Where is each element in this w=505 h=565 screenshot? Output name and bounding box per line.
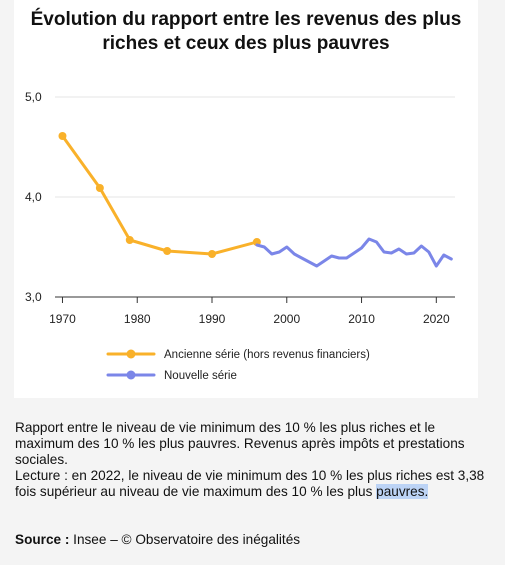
note-reading-highlight: pauvres.	[376, 484, 429, 499]
data-point	[125, 236, 134, 244]
note-definition: Rapport entre le niveau de vie minimum d…	[15, 420, 465, 467]
series-line-ancienne	[61, 134, 259, 256]
y-tick-label: 4,0	[25, 190, 42, 204]
chart-notes: Rapport entre le niveau de vie minimum d…	[15, 420, 485, 500]
data-point	[58, 132, 67, 140]
data-point	[95, 184, 104, 192]
grid-lines	[55, 96, 455, 198]
axes: 3,0 4,0 5,0 1970 1980 1990 2000 2010 2020	[25, 90, 455, 326]
x-tick-label: 1980	[124, 312, 151, 326]
legend-swatch-marker	[126, 370, 136, 380]
chart-title: Évolution du rapport entre les revenus d…	[30, 9, 462, 54]
legend-label: Nouvelle série	[164, 370, 237, 382]
x-tick-label: 2020	[423, 312, 450, 326]
note-reading-text: Lecture : en 2022, le niveau de vie mini…	[15, 468, 485, 499]
x-tick-label: 1990	[199, 312, 226, 326]
y-tick-label: 5,0	[25, 90, 42, 104]
y-tick-label: 3,0	[25, 290, 42, 304]
x-tick-label: 2010	[348, 312, 375, 326]
series	[58, 132, 453, 268]
source-text: Insee – © Observatoire des inégalités	[69, 532, 301, 547]
chart-card	[14, 0, 478, 398]
legend-label: Ancienne série (hors revenus financiers)	[164, 349, 370, 361]
note-reading: Lecture : en 2022, le niveau de vie mini…	[15, 468, 485, 500]
source-line: Source : Insee – © Observatoire des inég…	[15, 532, 300, 548]
x-tick-label: 1970	[49, 312, 76, 326]
line-chart: 3,0 4,0 5,0 1970 1980 1990 2000 2010 2020 Ancien…	[25, 90, 455, 382]
legend-swatch-marker	[126, 349, 136, 359]
data-point	[163, 247, 172, 255]
series-line-nouvelle	[255, 237, 453, 268]
data-point	[208, 250, 217, 258]
x-tick-label: 2000	[273, 312, 300, 326]
source-label: Source :	[15, 532, 70, 547]
legend: Ancienne série (hors revenus financiers)…	[106, 349, 370, 382]
